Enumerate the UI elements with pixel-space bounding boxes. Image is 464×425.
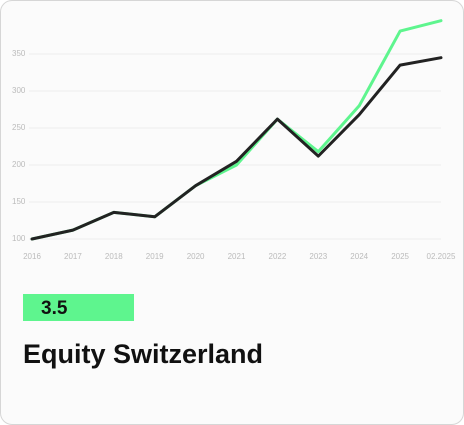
- y-tick-label: 300: [12, 86, 26, 95]
- x-tick-label: 2024: [350, 252, 368, 261]
- x-tick-label: 2022: [269, 252, 287, 261]
- badge: 3.5: [23, 294, 134, 321]
- x-tick-label: 2025: [391, 252, 409, 261]
- y-tick-label: 350: [12, 49, 26, 58]
- chart: 100 150 200 250 300 350 2016 2017 2018 2019 2020 20…: [12, 19, 456, 261]
- x-tick-label: 2017: [64, 252, 82, 261]
- x-tick-label: 02.2025: [427, 252, 456, 261]
- line-series: [30, 19, 443, 241]
- y-tick-label: 250: [12, 123, 26, 132]
- y-tick-label: 150: [12, 197, 26, 206]
- x-tick-label: 2023: [309, 252, 327, 261]
- x-tick-label: 2021: [228, 252, 246, 261]
- badge-text: 3.5: [41, 298, 68, 319]
- x-tick-label: 2019: [146, 252, 164, 261]
- y-tick-label: 100: [12, 234, 26, 243]
- x-tick-label: 2020: [187, 252, 205, 261]
- y-tick-label: 200: [12, 160, 26, 169]
- x-tick-label: 2016: [23, 252, 41, 261]
- x-tick-label: 2018: [105, 252, 123, 261]
- line-series: [30, 56, 443, 241]
- card-title: Equity Switzerland: [23, 339, 264, 369]
